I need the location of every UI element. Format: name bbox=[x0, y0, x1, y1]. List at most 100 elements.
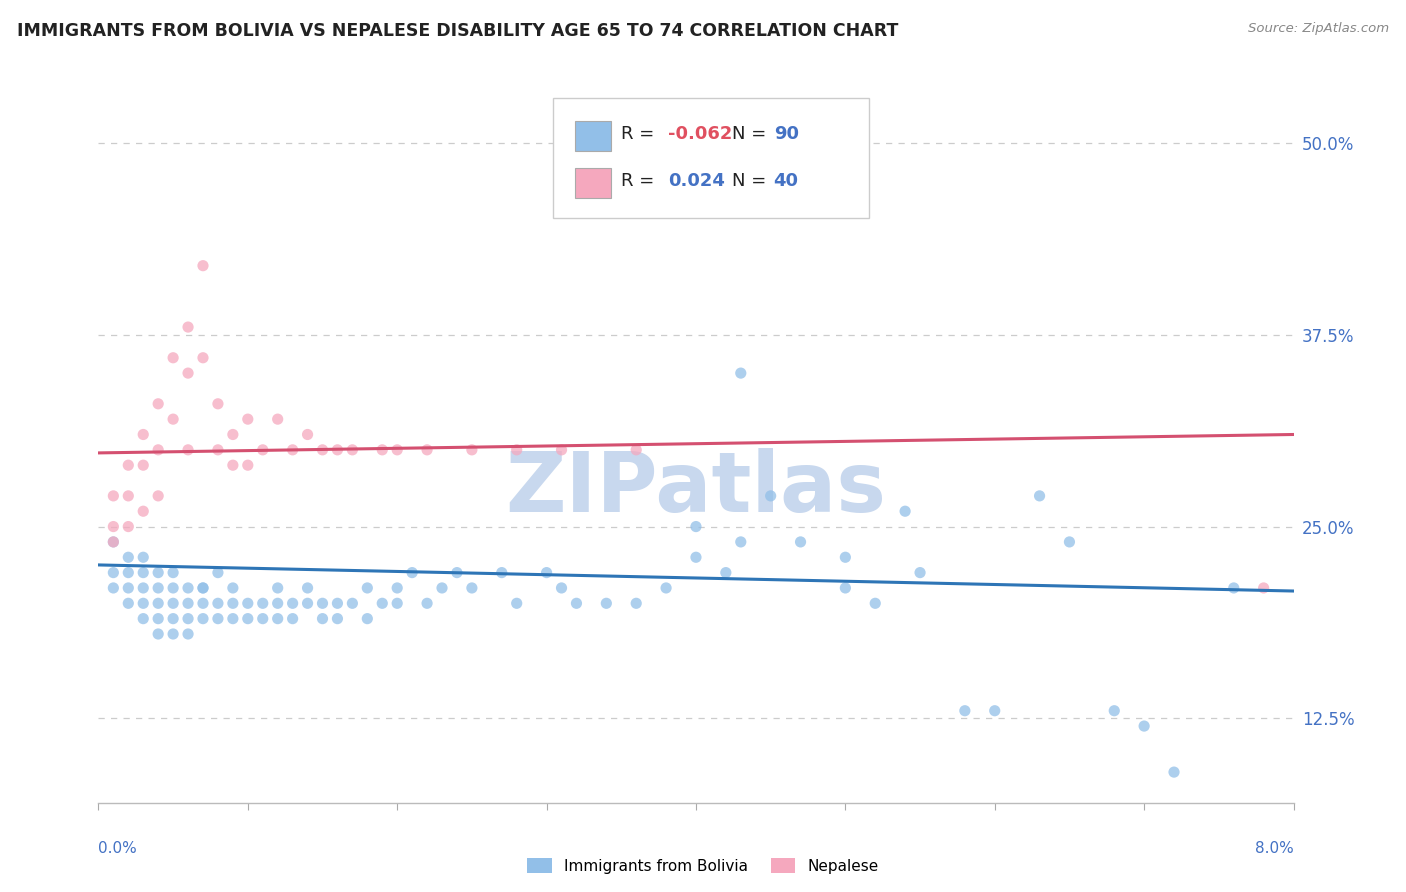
Point bbox=[595, 596, 617, 610]
Point bbox=[908, 566, 931, 580]
Legend: Immigrants from Bolivia, Nepalese: Immigrants from Bolivia, Nepalese bbox=[522, 852, 884, 880]
Point bbox=[311, 442, 333, 457]
Point bbox=[655, 581, 678, 595]
Text: IMMIGRANTS FROM BOLIVIA VS NEPALESE DISABILITY AGE 65 TO 74 CORRELATION CHART: IMMIGRANTS FROM BOLIVIA VS NEPALESE DISA… bbox=[17, 22, 898, 40]
Point bbox=[536, 566, 558, 580]
Point bbox=[401, 566, 423, 580]
Point bbox=[148, 581, 170, 595]
Point bbox=[356, 581, 378, 595]
Point bbox=[162, 581, 184, 595]
Point bbox=[953, 704, 976, 718]
Point bbox=[177, 442, 200, 457]
Point bbox=[297, 596, 319, 610]
Point bbox=[103, 581, 125, 595]
Point bbox=[236, 596, 259, 610]
Point bbox=[177, 627, 200, 641]
Point bbox=[222, 612, 245, 626]
Point bbox=[177, 581, 200, 595]
FancyBboxPatch shape bbox=[575, 121, 612, 152]
Point bbox=[132, 566, 155, 580]
Point bbox=[626, 596, 648, 610]
Point bbox=[191, 581, 214, 595]
Point bbox=[371, 442, 394, 457]
Point bbox=[281, 596, 304, 610]
Point bbox=[311, 596, 333, 610]
Point bbox=[342, 442, 364, 457]
Point bbox=[342, 596, 364, 610]
Point bbox=[730, 366, 752, 380]
Point bbox=[117, 566, 139, 580]
Point bbox=[1163, 765, 1185, 780]
Point bbox=[491, 566, 513, 580]
Point bbox=[191, 581, 214, 595]
FancyBboxPatch shape bbox=[553, 98, 869, 218]
Point bbox=[1028, 489, 1050, 503]
Point bbox=[191, 259, 214, 273]
Point bbox=[1253, 581, 1275, 595]
Point bbox=[550, 442, 572, 457]
Point bbox=[132, 458, 155, 473]
Point bbox=[685, 519, 707, 533]
Point bbox=[103, 566, 125, 580]
Point bbox=[297, 581, 319, 595]
Point bbox=[148, 489, 170, 503]
Point bbox=[117, 489, 139, 503]
Point bbox=[207, 442, 229, 457]
Point bbox=[103, 519, 125, 533]
Point bbox=[759, 489, 782, 503]
Point bbox=[207, 397, 229, 411]
Point bbox=[207, 612, 229, 626]
Point bbox=[103, 535, 125, 549]
Point bbox=[730, 535, 752, 549]
Point bbox=[236, 412, 259, 426]
Point bbox=[506, 596, 529, 610]
Point bbox=[371, 596, 394, 610]
Point bbox=[207, 596, 229, 610]
Point bbox=[252, 612, 274, 626]
Point bbox=[148, 612, 170, 626]
Point bbox=[222, 596, 245, 610]
Point bbox=[177, 366, 200, 380]
Point bbox=[148, 442, 170, 457]
Point bbox=[207, 566, 229, 580]
Point bbox=[984, 704, 1007, 718]
Point bbox=[267, 581, 290, 595]
Point bbox=[117, 458, 139, 473]
Point bbox=[117, 550, 139, 565]
Point bbox=[565, 596, 588, 610]
Point bbox=[326, 442, 349, 457]
Text: R =: R = bbox=[620, 172, 659, 190]
Text: 0.024: 0.024 bbox=[668, 172, 725, 190]
Point bbox=[506, 442, 529, 457]
Point bbox=[177, 612, 200, 626]
Point bbox=[281, 612, 304, 626]
Point bbox=[714, 566, 737, 580]
Point bbox=[117, 519, 139, 533]
Point bbox=[385, 442, 409, 457]
Point bbox=[430, 581, 453, 595]
Point bbox=[132, 612, 155, 626]
Point bbox=[326, 612, 349, 626]
Point bbox=[252, 596, 274, 610]
Text: 8.0%: 8.0% bbox=[1254, 841, 1294, 856]
Text: Source: ZipAtlas.com: Source: ZipAtlas.com bbox=[1249, 22, 1389, 36]
Point bbox=[550, 581, 572, 595]
Point bbox=[177, 596, 200, 610]
Point bbox=[117, 581, 139, 595]
Point bbox=[132, 596, 155, 610]
Point bbox=[222, 458, 245, 473]
Point bbox=[162, 351, 184, 365]
FancyBboxPatch shape bbox=[575, 169, 612, 198]
Text: -0.062: -0.062 bbox=[668, 125, 733, 143]
Point bbox=[162, 412, 184, 426]
Point bbox=[326, 596, 349, 610]
Point bbox=[148, 627, 170, 641]
Text: N =: N = bbox=[733, 172, 772, 190]
Point bbox=[685, 550, 707, 565]
Point bbox=[132, 550, 155, 565]
Point bbox=[461, 581, 484, 595]
Point bbox=[236, 612, 259, 626]
Point bbox=[236, 458, 259, 473]
Text: N =: N = bbox=[733, 125, 772, 143]
Text: 90: 90 bbox=[773, 125, 799, 143]
